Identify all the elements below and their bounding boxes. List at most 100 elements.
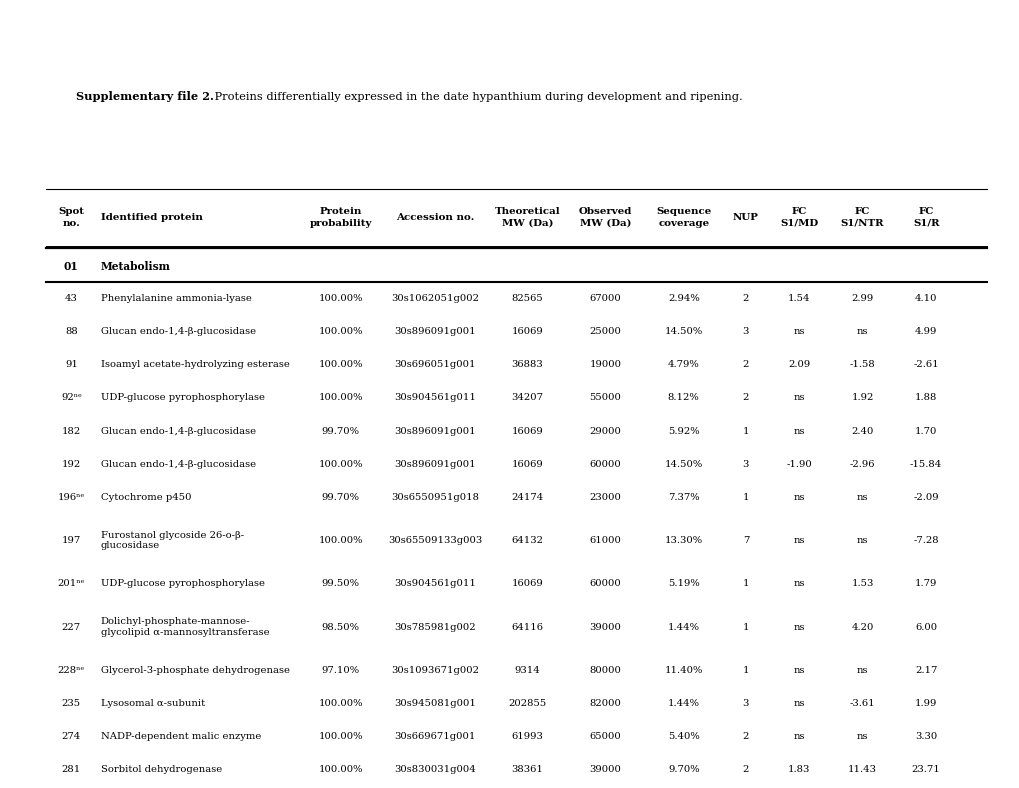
Text: 1: 1 [742, 492, 748, 502]
Text: Glycerol-3-phosphate dehydrogenase: Glycerol-3-phosphate dehydrogenase [101, 666, 289, 675]
Text: -7.28: -7.28 [912, 536, 938, 545]
Text: 7.37%: 7.37% [667, 492, 699, 502]
Text: 4.20: 4.20 [851, 623, 873, 632]
Text: 91: 91 [65, 360, 77, 370]
Text: 30s896091g001: 30s896091g001 [394, 426, 476, 436]
Text: 196ⁿᵉ: 196ⁿᵉ [58, 492, 85, 502]
Text: ns: ns [793, 732, 804, 742]
Text: 4.10: 4.10 [914, 294, 936, 303]
Text: 2.17: 2.17 [914, 666, 936, 675]
Text: -3.61: -3.61 [849, 699, 874, 708]
Text: NADP-dependent malic enzyme: NADP-dependent malic enzyme [101, 732, 261, 742]
Text: 3.30: 3.30 [914, 732, 936, 742]
Text: Protein
probability: Protein probability [309, 207, 372, 228]
Text: 5.40%: 5.40% [667, 732, 699, 742]
Text: 67000: 67000 [589, 294, 621, 303]
Text: 99.70%: 99.70% [321, 426, 360, 436]
Text: FC
S1/NTR: FC S1/NTR [840, 207, 883, 228]
Text: 1.88: 1.88 [914, 393, 936, 403]
Text: 2: 2 [742, 360, 748, 370]
Text: 5.19%: 5.19% [667, 579, 699, 589]
Text: 5.92%: 5.92% [667, 426, 699, 436]
Text: 2.09: 2.09 [787, 360, 809, 370]
Text: 19000: 19000 [589, 360, 621, 370]
Text: 99.70%: 99.70% [321, 492, 360, 502]
Text: Identified protein: Identified protein [101, 213, 203, 222]
Text: FC
S1/R: FC S1/R [912, 207, 938, 228]
Text: NUP: NUP [733, 213, 758, 222]
Text: 55000: 55000 [589, 393, 621, 403]
Text: 7: 7 [742, 536, 748, 545]
Text: -2.09: -2.09 [912, 492, 938, 502]
Text: 201ⁿᵉ: 201ⁿᵉ [58, 579, 85, 589]
Text: -2.61: -2.61 [912, 360, 938, 370]
Text: 1.92: 1.92 [851, 393, 873, 403]
Text: 38361: 38361 [511, 765, 543, 775]
Text: ns: ns [856, 492, 867, 502]
Text: 1.44%: 1.44% [667, 699, 699, 708]
Text: 92ⁿᵉ: 92ⁿᵉ [61, 393, 82, 403]
Text: 197: 197 [61, 536, 81, 545]
Text: 3: 3 [742, 459, 748, 469]
Text: ns: ns [856, 536, 867, 545]
Text: FC
S1/MD: FC S1/MD [780, 207, 817, 228]
Text: Furostanol glycoside 26-o-β-
glucosidase: Furostanol glycoside 26-o-β- glucosidase [101, 530, 244, 551]
Text: 2.40: 2.40 [851, 426, 873, 436]
Text: 100.00%: 100.00% [318, 765, 363, 775]
Text: 235: 235 [62, 699, 81, 708]
Text: 61993: 61993 [511, 732, 543, 742]
Text: 64132: 64132 [511, 536, 543, 545]
Text: -1.58: -1.58 [849, 360, 874, 370]
Text: 1: 1 [742, 579, 748, 589]
Text: 1.53: 1.53 [851, 579, 873, 589]
Text: Spot
no.: Spot no. [58, 207, 85, 228]
Text: 2.99: 2.99 [851, 294, 873, 303]
Text: 16069: 16069 [512, 327, 543, 336]
Text: 30s904561g011: 30s904561g011 [394, 579, 476, 589]
Text: 98.50%: 98.50% [321, 623, 360, 632]
Text: 30s896091g001: 30s896091g001 [394, 327, 476, 336]
Text: Phenylalanine ammonia-lyase: Phenylalanine ammonia-lyase [101, 294, 252, 303]
Text: ns: ns [793, 536, 804, 545]
Text: 16069: 16069 [512, 579, 543, 589]
Text: 192: 192 [61, 459, 81, 469]
Text: 30s1093671g002: 30s1093671g002 [391, 666, 479, 675]
Text: 14.50%: 14.50% [664, 327, 702, 336]
Text: 60000: 60000 [589, 579, 621, 589]
Text: 97.10%: 97.10% [321, 666, 360, 675]
Text: Theoretical
MW (Da): Theoretical MW (Da) [494, 207, 559, 228]
Text: ns: ns [793, 327, 804, 336]
Text: ns: ns [793, 492, 804, 502]
Text: 1.79: 1.79 [914, 579, 936, 589]
Text: 1: 1 [742, 426, 748, 436]
Text: 30s696051g001: 30s696051g001 [394, 360, 476, 370]
Text: -15.84: -15.84 [909, 459, 942, 469]
Text: 36883: 36883 [512, 360, 543, 370]
Text: Supplementary file 2.: Supplementary file 2. [76, 91, 214, 102]
Text: Accession no.: Accession no. [395, 213, 474, 222]
Text: 100.00%: 100.00% [318, 536, 363, 545]
Text: 01: 01 [64, 261, 78, 272]
Text: 1.70: 1.70 [914, 426, 936, 436]
Text: 281: 281 [61, 765, 81, 775]
Text: 65000: 65000 [589, 732, 621, 742]
Text: 2: 2 [742, 732, 748, 742]
Text: 16069: 16069 [512, 459, 543, 469]
Text: 30s896091g001: 30s896091g001 [394, 459, 476, 469]
Text: 2: 2 [742, 294, 748, 303]
Text: Glucan endo-1,4-β-glucosidase: Glucan endo-1,4-β-glucosidase [101, 327, 256, 336]
Text: 11.40%: 11.40% [664, 666, 702, 675]
Text: 13.30%: 13.30% [664, 536, 702, 545]
Text: 3: 3 [742, 327, 748, 336]
Text: 30s1062051g002: 30s1062051g002 [391, 294, 479, 303]
Text: 61000: 61000 [589, 536, 621, 545]
Text: 11.43: 11.43 [847, 765, 876, 775]
Text: Observed
MW (Da): Observed MW (Da) [579, 207, 632, 228]
Text: 39000: 39000 [589, 623, 621, 632]
Text: 34207: 34207 [511, 393, 543, 403]
Text: 9.70%: 9.70% [667, 765, 699, 775]
Text: 100.00%: 100.00% [318, 699, 363, 708]
Text: Metabolism: Metabolism [101, 261, 170, 272]
Text: Sorbitol dehydrogenase: Sorbitol dehydrogenase [101, 765, 222, 775]
Text: UDP-glucose pyrophosphorylase: UDP-glucose pyrophosphorylase [101, 579, 265, 589]
